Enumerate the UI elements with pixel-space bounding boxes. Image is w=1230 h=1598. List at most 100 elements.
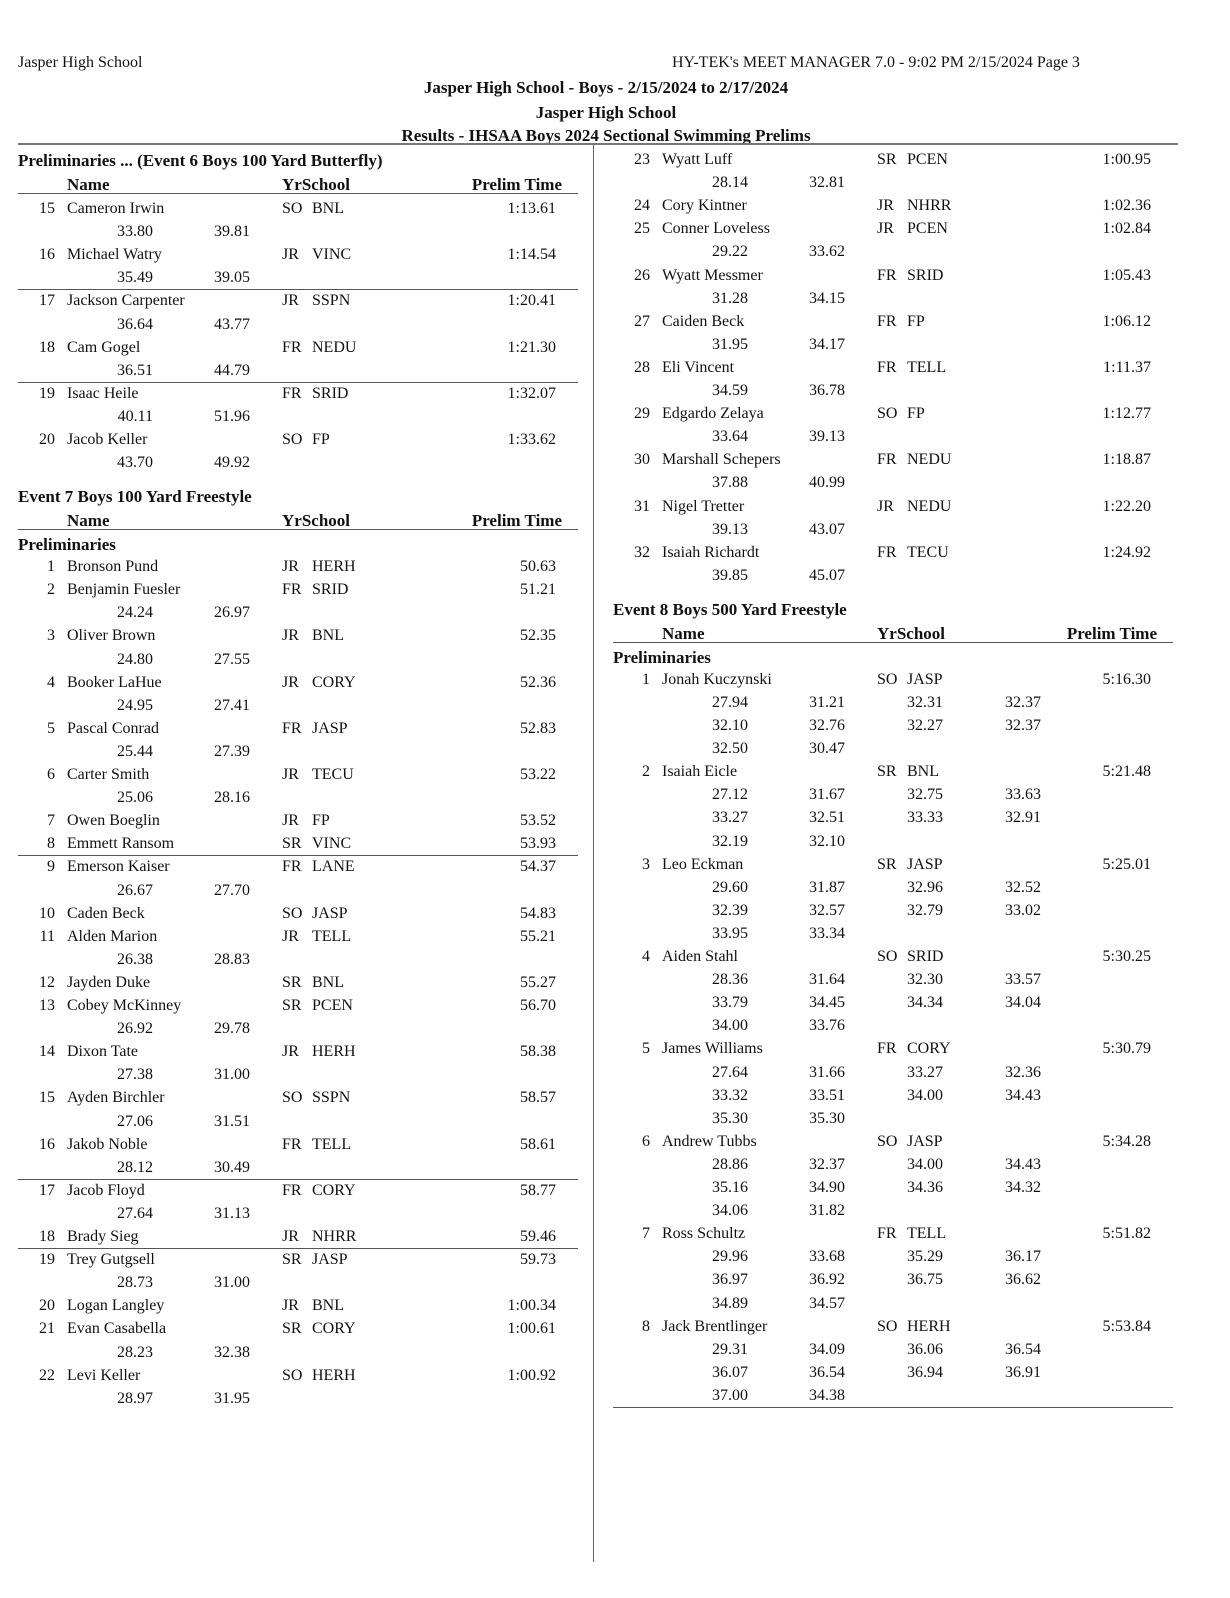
split-time: 32.10 bbox=[712, 717, 748, 734]
split-time: 32.39 bbox=[712, 901, 748, 919]
prelim-time: 54.83 bbox=[520, 904, 556, 922]
swimmer-name: Michael Watry bbox=[67, 246, 162, 264]
split-time: 29.60 bbox=[712, 878, 748, 896]
split-time: 37.00 bbox=[712, 1386, 748, 1404]
header-meet-info: HY-TEK's MEET MANAGER 7.0 - 9:02 PM 2/15… bbox=[672, 54, 1080, 71]
year: JR bbox=[282, 1297, 299, 1315]
year: FR bbox=[877, 451, 897, 469]
school: FP bbox=[907, 405, 925, 423]
event-title: Event 8 Boys 500 Yard Freestyle bbox=[613, 599, 847, 619]
place: 26 bbox=[634, 266, 650, 284]
year: SR bbox=[877, 763, 897, 781]
column-header-yr-school: YrSchool bbox=[282, 511, 350, 531]
swimmer-name: Wyatt Luff bbox=[662, 151, 733, 168]
place: 2 bbox=[47, 581, 55, 599]
swimmer-name: Bronson Pund bbox=[67, 558, 159, 576]
split-time: 32.51 bbox=[809, 809, 845, 827]
split-time: 30.47 bbox=[809, 740, 845, 758]
place: 2 bbox=[642, 763, 650, 781]
swimmer-name: Emerson Kaiser bbox=[67, 858, 170, 876]
split-time: 33.80 bbox=[117, 223, 153, 241]
school: NEDU bbox=[907, 451, 952, 469]
year: JR bbox=[282, 812, 299, 830]
split-time: 39.13 bbox=[809, 428, 845, 446]
school: HERH bbox=[312, 1366, 356, 1384]
prelim-time: 51.21 bbox=[520, 581, 556, 599]
prelim-time: 1:20.41 bbox=[507, 292, 556, 310]
column-header-underline bbox=[18, 193, 578, 194]
split-time: 29.31 bbox=[712, 1340, 748, 1358]
year: FR bbox=[282, 1135, 302, 1153]
column-header-yr-school: YrSchool bbox=[282, 175, 350, 194]
prelim-time: 53.93 bbox=[520, 835, 556, 853]
school: VINC bbox=[312, 835, 352, 853]
place: 9 bbox=[47, 858, 55, 876]
year: FR bbox=[877, 1225, 897, 1243]
swimmer-name: Conner Loveless bbox=[662, 220, 770, 238]
split-time: 32.81 bbox=[809, 174, 845, 192]
school: FP bbox=[312, 812, 330, 830]
school: SRID bbox=[312, 384, 349, 402]
swimmer-name: Booker LaHue bbox=[67, 673, 162, 691]
swimmer-name: Logan Langley bbox=[67, 1297, 165, 1315]
split-time: 39.13 bbox=[712, 520, 748, 538]
split-time: 36.78 bbox=[809, 382, 845, 399]
split-time: 35.16 bbox=[712, 1179, 748, 1196]
swimmer-name: Jacob Floyd bbox=[67, 1181, 145, 1199]
school: LANE bbox=[312, 858, 355, 876]
results-title: Results - IHSAA Boys 2024 Sectional Swim… bbox=[401, 126, 811, 145]
split-time: 27.64 bbox=[712, 1063, 748, 1081]
split-time: 31.95 bbox=[712, 335, 748, 353]
split-time: 32.38 bbox=[214, 1343, 250, 1361]
split-time: 32.31 bbox=[907, 693, 943, 711]
split-time: 32.30 bbox=[907, 971, 943, 989]
year: SO bbox=[282, 1089, 303, 1107]
swimmer-name: Alden Marion bbox=[67, 927, 158, 945]
split-time: 49.92 bbox=[214, 454, 250, 472]
split-time: 32.79 bbox=[907, 901, 943, 919]
split-time: 32.91 bbox=[1005, 809, 1041, 827]
year: FR bbox=[282, 338, 302, 356]
split-time: 33.32 bbox=[712, 1086, 748, 1104]
place: 29 bbox=[634, 405, 650, 423]
place: 7 bbox=[47, 812, 55, 830]
split-time: 34.89 bbox=[712, 1294, 748, 1312]
swimmer-name: Jacob Keller bbox=[67, 431, 148, 448]
split-time: 35.30 bbox=[809, 1109, 845, 1127]
split-time: 27.41 bbox=[214, 696, 250, 714]
school: TECU bbox=[312, 766, 354, 783]
swimmer-name: Ross Schultz bbox=[662, 1225, 746, 1243]
year: FR bbox=[877, 266, 897, 284]
split-time: 28.86 bbox=[712, 1155, 748, 1173]
prelim-time: 1:33.62 bbox=[507, 431, 556, 448]
split-time: 26.97 bbox=[214, 604, 250, 622]
split-time: 27.12 bbox=[712, 786, 748, 804]
swimmer-name: Caden Beck bbox=[67, 904, 145, 922]
year: SO bbox=[877, 1317, 898, 1335]
split-time: 31.67 bbox=[809, 786, 845, 804]
school: NHRR bbox=[312, 1228, 357, 1245]
split-time: 36.54 bbox=[809, 1363, 845, 1381]
swimmer-name: Levi Keller bbox=[67, 1366, 141, 1384]
year: FR bbox=[877, 1040, 897, 1058]
year: SO bbox=[282, 200, 303, 217]
split-time: 28.16 bbox=[214, 789, 250, 807]
year: FR bbox=[282, 581, 302, 599]
swimmer-name: Isaiah Richardt bbox=[662, 543, 760, 561]
split-time: 28.12 bbox=[117, 1158, 153, 1176]
split-time: 26.92 bbox=[117, 1020, 153, 1038]
school: CORY bbox=[312, 1320, 356, 1338]
column-header-time: Prelim Time bbox=[471, 511, 562, 531]
prelim-time: 1:05.43 bbox=[1102, 266, 1151, 284]
column-header-yr-school: YrSchool bbox=[877, 623, 945, 643]
year: SR bbox=[282, 1251, 302, 1269]
split-time: 33.76 bbox=[809, 1017, 845, 1035]
header-school: Jasper High School bbox=[18, 54, 143, 71]
school: FP bbox=[907, 312, 925, 330]
split-time: 28.97 bbox=[117, 1389, 153, 1407]
round-subheading: Preliminaries bbox=[18, 535, 116, 555]
prelim-time: 1:00.92 bbox=[507, 1366, 556, 1384]
swimmer-name: Pascal Conrad bbox=[67, 719, 159, 737]
prelim-time: 1:18.87 bbox=[1102, 451, 1151, 469]
year: JR bbox=[282, 292, 299, 310]
